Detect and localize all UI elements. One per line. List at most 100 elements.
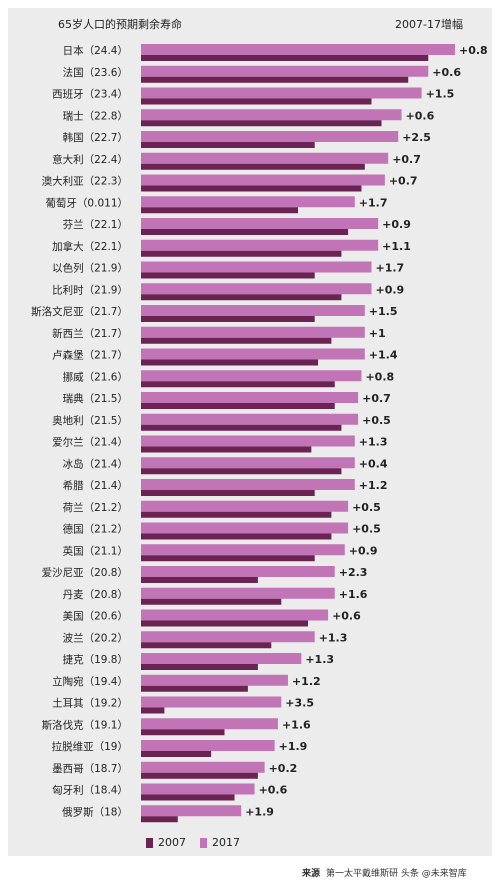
bar-2007 [141, 794, 235, 801]
increase-label: +0.4 [359, 457, 388, 470]
category-label: 芬兰（22.1） [63, 218, 128, 231]
increase-label: +1.3 [359, 436, 388, 449]
increase-label: +0.8 [365, 370, 394, 383]
bar-2017 [141, 805, 242, 817]
bar-2017 [141, 305, 365, 316]
bar-2017 [141, 457, 355, 469]
category-label: 美国（20.6） [63, 610, 128, 623]
bar-2007 [141, 294, 342, 301]
bar-2007 [141, 76, 409, 83]
bar-2017 [141, 392, 359, 403]
increase-label: +0.9 [382, 218, 411, 231]
increase-label: +0.2 [269, 762, 298, 775]
chart-title: 65岁人口的预期剩余寿命 [58, 18, 182, 31]
category-label: 丹麦（20.8） [63, 589, 128, 601]
category-label: 希腊（21.4） [63, 479, 128, 492]
increase-label: +1.2 [292, 675, 321, 688]
bar-2017 [141, 87, 422, 99]
category-label: 冰岛（21.4） [63, 457, 128, 470]
bar-2007 [141, 185, 362, 192]
category-label: 葡萄牙（0.011） [45, 196, 128, 209]
bar-2007 [141, 250, 342, 257]
category-label: 德国（21.2） [63, 523, 128, 536]
bar-2007 [141, 337, 332, 344]
bar-2017 [141, 718, 278, 730]
bar-2017 [141, 435, 355, 447]
increase-label: +0.5 [352, 523, 381, 536]
bar-2007 [141, 598, 282, 605]
increase-label: +0.7 [362, 392, 391, 405]
bar-2017 [141, 218, 379, 229]
bar-2007 [141, 685, 248, 692]
increase-label: +0.5 [362, 414, 391, 427]
increase-label: +1.2 [359, 479, 388, 492]
increase-label: +1.7 [375, 262, 404, 275]
bar-2017 [141, 174, 385, 186]
increase-label: +1.4 [369, 349, 398, 362]
bar-2017 [141, 152, 389, 164]
bar-2007 [141, 729, 225, 736]
increase-label: +3.5 [285, 697, 314, 710]
category-label: 英国（21.1） [63, 544, 128, 557]
bar-2007 [141, 272, 315, 279]
bar-2017 [141, 761, 265, 773]
source-note: 来源 第一太平戴维斯研 头条 @未来智库 [302, 866, 467, 879]
bar-2007 [141, 446, 312, 453]
category-label: 日本（24.4） [63, 44, 128, 57]
bar-2007 [141, 490, 315, 496]
legend-item-2017: 2017 [200, 836, 240, 849]
category-label: 新西兰（21.7） [52, 327, 128, 340]
bar-2017 [141, 653, 302, 664]
bar-2007 [141, 98, 372, 105]
category-label: 捷克（19.8） [63, 653, 128, 666]
category-label: 意大利（22.4） [52, 153, 128, 166]
bar-2017 [141, 783, 255, 795]
category-label: 俄罗斯（18） [62, 805, 128, 818]
increase-label: +1.5 [369, 305, 398, 318]
bar-2007 [141, 533, 332, 540]
category-label: 奥地利（21.5） [52, 414, 128, 427]
increase-label: +0.7 [389, 175, 418, 188]
bar-2017 [141, 131, 399, 142]
bar-2017 [141, 544, 345, 556]
category-label: 加拿大（22.1） [52, 240, 128, 253]
bar-2017 [141, 479, 355, 490]
category-label: 立陶宛（19.4） [52, 675, 128, 688]
increase-label: +0.6 [432, 66, 461, 79]
chart-panel [8, 8, 492, 856]
bar-2007 [141, 772, 258, 779]
bar-2017 [141, 283, 372, 295]
category-label: 瑞士（22.8） [63, 109, 128, 122]
bar-2017 [141, 587, 335, 599]
bar-2007 [141, 381, 335, 388]
bar-2017 [141, 370, 362, 382]
bar-2017 [141, 326, 365, 338]
increase-column-title: 2007-17增幅 [395, 18, 463, 31]
category-label: 墨西哥（18.7） [52, 763, 128, 775]
increase-label: +0.5 [352, 501, 381, 514]
increase-label: +1.6 [282, 718, 311, 731]
bar-2017 [141, 500, 349, 512]
bar-2007 [141, 316, 315, 322]
category-label: 爱沙尼亚（20.8） [42, 566, 128, 579]
bar-2007 [141, 642, 272, 649]
increase-label: +1.9 [245, 805, 274, 818]
bar-2017 [141, 196, 355, 208]
bar-2007 [141, 403, 335, 409]
increase-label: +1.3 [319, 631, 348, 644]
category-label: 以色列（21.9） [52, 262, 128, 275]
increase-label: +1.1 [382, 240, 411, 253]
category-label: 瑞典（21.5） [63, 392, 128, 405]
bar-2007 [141, 424, 342, 431]
bar-2007 [141, 816, 178, 823]
bar-2007 [141, 511, 332, 518]
bar-2007 [141, 359, 319, 366]
category-label: 西班牙（23.4） [52, 89, 128, 101]
increase-label: +2.3 [339, 566, 368, 579]
bar-2017 [141, 522, 349, 534]
category-label: 斯洛文尼亚（21.7） [31, 305, 128, 318]
bar-2007 [141, 163, 365, 170]
category-label: 韩国（22.7） [63, 131, 128, 144]
increase-label: +0.6 [332, 610, 361, 623]
increase-label: +0.6 [259, 784, 288, 797]
